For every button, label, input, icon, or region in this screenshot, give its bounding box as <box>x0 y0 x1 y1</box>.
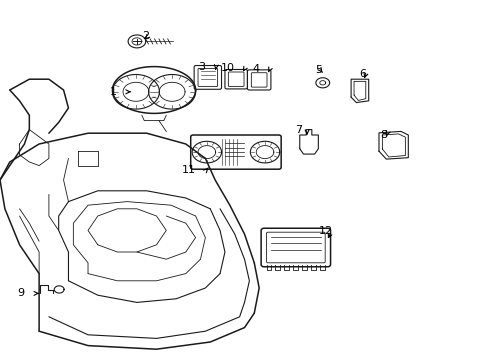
Text: 8: 8 <box>380 130 387 140</box>
Text: 5: 5 <box>314 65 321 75</box>
Text: 9: 9 <box>17 288 24 298</box>
Text: 11: 11 <box>181 165 195 175</box>
Text: 3: 3 <box>198 62 205 72</box>
Text: 2: 2 <box>142 31 149 41</box>
Text: 4: 4 <box>251 64 259 74</box>
Text: 12: 12 <box>318 226 332 236</box>
Text: 10: 10 <box>220 63 234 73</box>
Text: 6: 6 <box>359 69 366 79</box>
Text: 1: 1 <box>109 87 116 97</box>
Text: 7: 7 <box>294 125 302 135</box>
